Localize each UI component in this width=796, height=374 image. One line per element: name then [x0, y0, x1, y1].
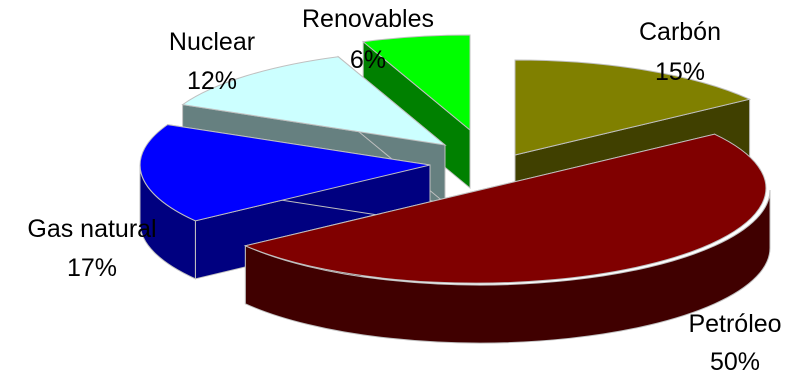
slice-value-label: 50%: [710, 348, 760, 374]
pie-slice-top: [243, 133, 767, 284]
slice-value-label: 15%: [655, 58, 705, 86]
slice-label: Petróleo: [688, 310, 781, 338]
pie-slice-top: [514, 59, 752, 156]
slice-value-label: 12%: [187, 67, 237, 95]
slice-value-label: 6%: [350, 46, 386, 74]
pie-slice-top: [181, 56, 447, 146]
slice-label: Carbón: [639, 18, 721, 46]
pie-slice-wall: [244, 189, 771, 344]
pie-slice-top: [139, 124, 431, 222]
pie-slice-top: [361, 34, 471, 132]
slice-label: Nuclear: [169, 28, 255, 56]
slice-value-label: 17%: [67, 254, 117, 282]
pie-slice: [243, 133, 771, 344]
slice-label: Gas natural: [27, 215, 156, 243]
slice-label: Renovables: [302, 5, 434, 33]
